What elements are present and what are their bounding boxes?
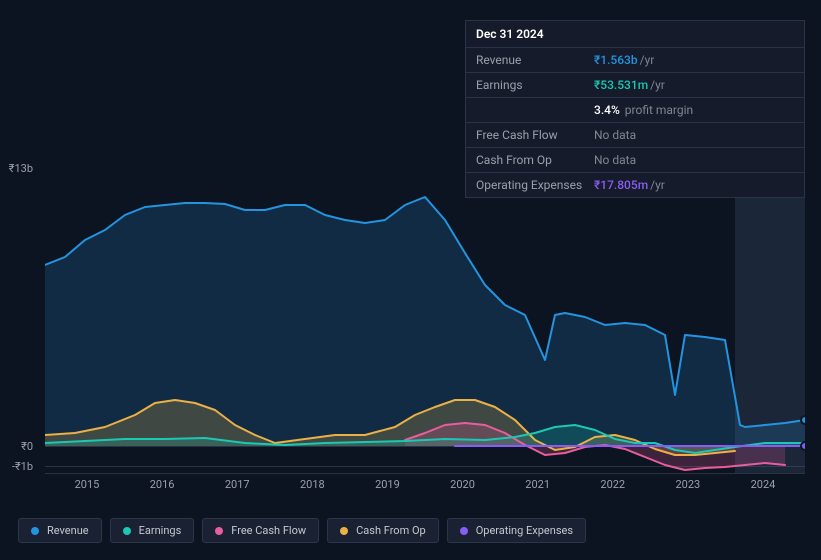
x-axis-tick: 2021 [508,478,568,491]
tooltip-row-value: ₹1.563b/yr [594,53,654,67]
tooltip-row: Operating Expenses₹17.805m/yr [466,172,804,197]
tooltip-row: 3.4% profit margin [466,97,804,122]
legend-item-label: Revenue [47,524,89,537]
tooltip-row-value: ₹17.805m/yr [594,178,665,192]
x-axis-tick: 2016 [132,478,192,491]
chart-canvas[interactable] [45,175,805,473]
tooltip-row: Cash From OpNo data [466,147,804,172]
hover-tooltip: Dec 31 2024 Revenue₹1.563b/yrEarnings₹53… [465,20,805,198]
legend-item-label: Cash From Op [356,524,426,537]
x-axis-tick: 2017 [207,478,267,491]
tooltip-row-value: ₹53.531m/yr [594,78,665,92]
x-axis-tick: 2022 [583,478,643,491]
tooltip-row-label: Free Cash Flow [476,128,594,142]
tooltip-row-label: Earnings [476,78,594,92]
y-axis-label: ₹0 [21,440,33,453]
tooltip-row-label: Revenue [476,53,594,67]
tooltip-row: Revenue₹1.563b/yr [466,47,804,72]
legend-item-label: Operating Expenses [476,524,573,537]
chart-svg [45,175,805,473]
tooltip-date: Dec 31 2024 [466,21,804,47]
tooltip-row: Earnings₹53.531m/yr [466,72,804,97]
legend-item[interactable]: Free Cash Flow [202,518,319,543]
chart-legend: Revenue Earnings Free Cash Flow Cash From O… [18,518,586,543]
tooltip-row-extra: 3.4% profit margin [594,103,693,117]
x-axis-tick: 2024 [733,478,793,491]
tooltip-row-label: Cash From Op [476,153,594,167]
legend-item-label: Free Cash Flow [231,524,306,537]
tooltip-row: Free Cash FlowNo data [466,122,804,147]
legend-item-label: Earnings [139,524,182,537]
x-axis-tick: 2020 [433,478,493,491]
legend-dot-icon [123,527,131,535]
legend-dot-icon [460,527,468,535]
tooltip-row-label: Operating Expenses [476,178,594,192]
legend-item[interactable]: Operating Expenses [447,518,586,543]
legend-item[interactable]: Cash From Op [327,518,439,543]
x-axis-tick: 2015 [57,478,117,491]
gridline [45,473,805,474]
tooltip-row-value: No data [594,153,636,167]
legend-dot-icon [215,527,223,535]
legend-dot-icon [31,527,39,535]
legend-item[interactable]: Earnings [110,518,195,543]
y-axis-label: ₹13b [9,162,33,175]
tooltip-row-value: No data [594,128,636,142]
x-axis-tick: 2019 [357,478,417,491]
legend-dot-icon [340,527,348,535]
x-axis-tick: 2023 [658,478,718,491]
y-axis-label: -₹1b [12,460,33,473]
legend-item[interactable]: Revenue [18,518,102,543]
x-axis-tick: 2018 [282,478,342,491]
x-axis: 2015 2016 2017 2018 2019 2020 2021 2022 2023 2024 [45,478,805,491]
